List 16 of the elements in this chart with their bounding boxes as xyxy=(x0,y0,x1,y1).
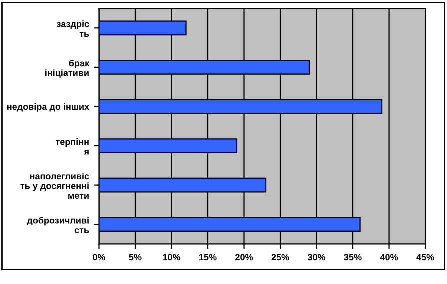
x-tick-label: 15% xyxy=(200,254,217,261)
y-tick-label: брак ініціативи xyxy=(46,60,90,78)
x-tick-label: 35% xyxy=(344,254,362,261)
x-tick-label: 25% xyxy=(272,254,290,261)
x-tick-label: 20% xyxy=(236,254,254,261)
y-tick-label: недовіра до інших xyxy=(8,103,90,112)
y-tick-label: заздріс ть xyxy=(56,20,90,37)
x-tick-label: 45% xyxy=(416,254,434,261)
x-tick-label: 0% xyxy=(93,254,106,261)
x-tick-label: 40% xyxy=(380,254,398,261)
y-tick-label: терпінн я xyxy=(56,138,89,155)
y-tick-label: доброзичливі сть xyxy=(27,217,90,234)
x-tick-label: 5% xyxy=(129,254,142,261)
y-tick-label: наполегливіс ть у досягненні мети xyxy=(20,172,90,200)
x-tick-label: 10% xyxy=(163,254,181,261)
x-tick-label: 30% xyxy=(308,254,326,261)
